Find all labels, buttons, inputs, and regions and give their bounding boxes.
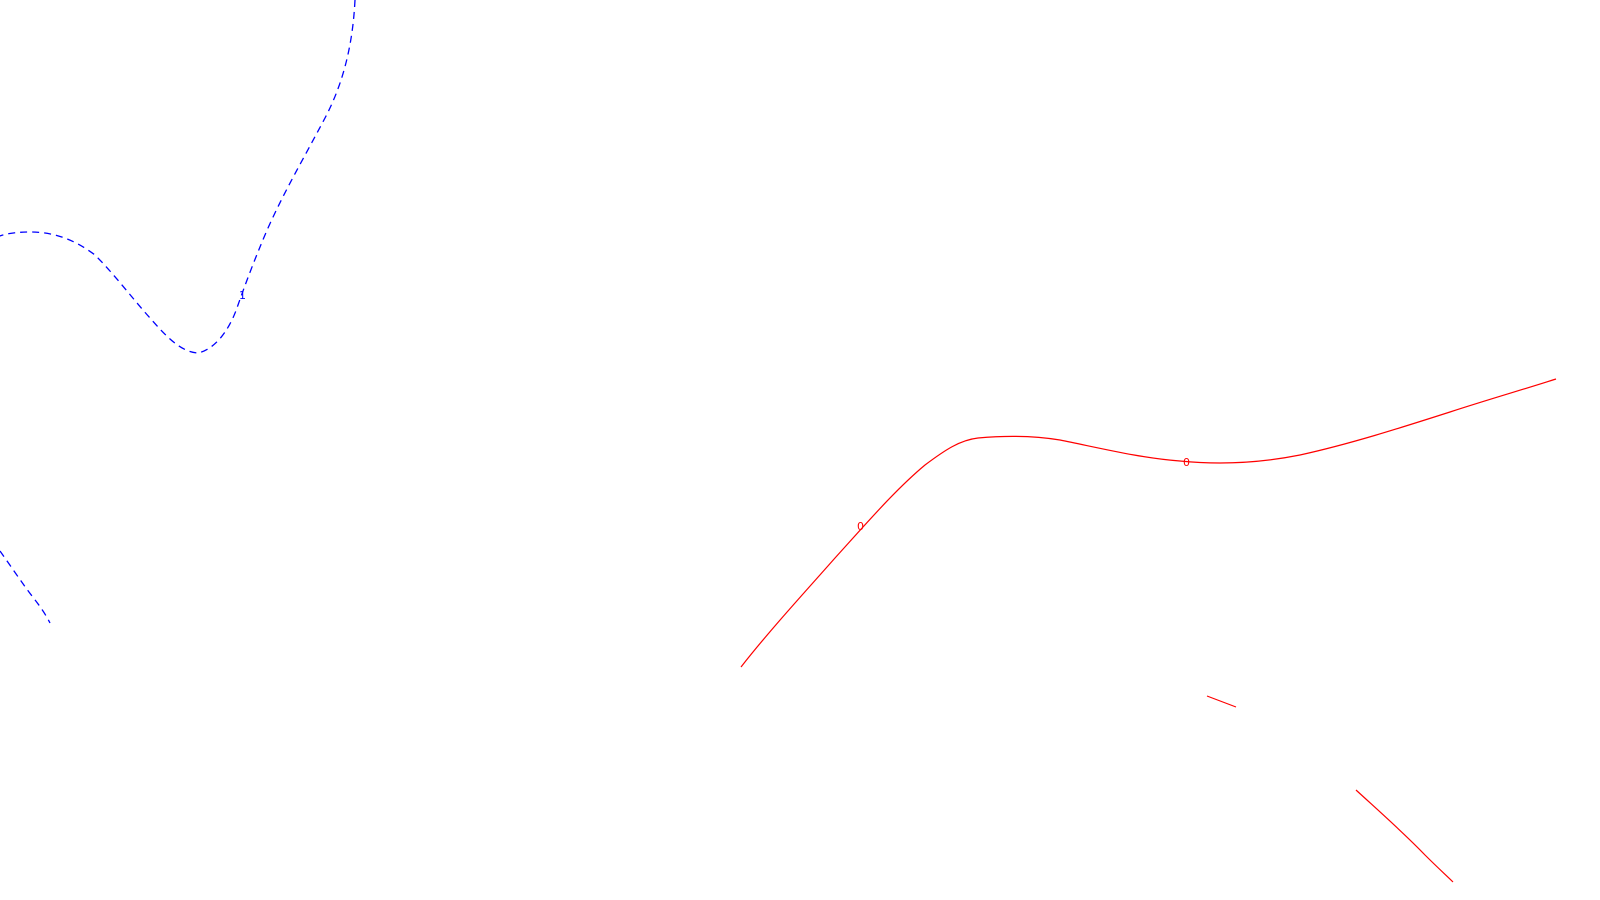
contour-label: 1	[239, 289, 246, 302]
contour-line-red-bottom-right	[1355, 789, 1454, 883]
contour-path	[0, 550, 51, 624]
contour-label: 0	[857, 520, 864, 533]
contour-path	[0, 0, 356, 354]
contour-line-blue-lower	[0, 550, 51, 624]
contour-line-red-small	[1206, 695, 1237, 708]
contour-label: 0	[1183, 456, 1190, 469]
contour-path	[1355, 789, 1454, 883]
contour-path	[1206, 695, 1237, 708]
contour-path	[740, 378, 1557, 668]
contour-line-red-main: 0 0	[740, 378, 1557, 668]
contour-line-blue-upper: 1	[0, 0, 356, 354]
